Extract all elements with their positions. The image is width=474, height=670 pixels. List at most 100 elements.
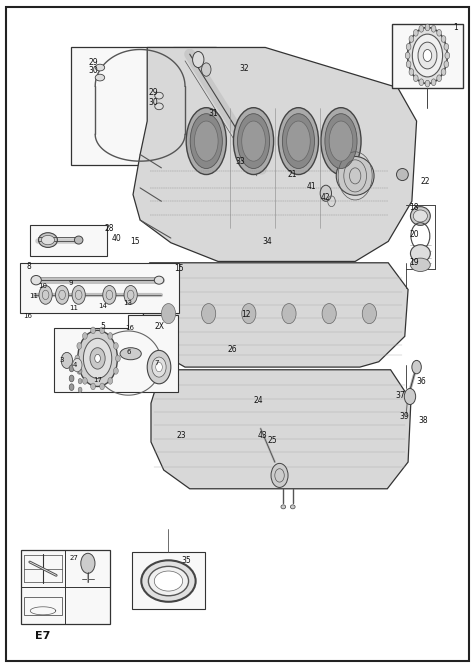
- Circle shape: [412, 360, 421, 374]
- Circle shape: [201, 304, 216, 324]
- Text: 27: 27: [70, 555, 78, 561]
- Circle shape: [78, 369, 82, 374]
- Circle shape: [405, 52, 410, 59]
- Circle shape: [152, 357, 166, 377]
- Circle shape: [103, 285, 116, 304]
- Ellipse shape: [413, 210, 428, 222]
- Circle shape: [72, 285, 85, 304]
- Ellipse shape: [155, 276, 164, 284]
- Circle shape: [100, 327, 104, 334]
- Circle shape: [114, 342, 118, 349]
- Text: 9: 9: [68, 280, 73, 286]
- Circle shape: [201, 63, 211, 76]
- Ellipse shape: [194, 121, 218, 161]
- Polygon shape: [30, 224, 107, 256]
- Circle shape: [91, 383, 95, 390]
- Text: 32: 32: [239, 64, 249, 74]
- Text: 1: 1: [453, 23, 458, 32]
- Circle shape: [425, 24, 430, 31]
- Ellipse shape: [120, 348, 141, 360]
- Circle shape: [55, 285, 69, 304]
- Circle shape: [413, 29, 418, 36]
- Text: 43: 43: [258, 431, 268, 440]
- Circle shape: [282, 304, 296, 324]
- Text: 14: 14: [98, 304, 107, 310]
- Circle shape: [441, 36, 446, 42]
- Polygon shape: [54, 315, 178, 392]
- Text: 15: 15: [174, 263, 184, 273]
- Text: 20: 20: [410, 230, 419, 239]
- Circle shape: [108, 377, 113, 384]
- Circle shape: [441, 69, 446, 75]
- Text: 7: 7: [155, 360, 159, 366]
- Circle shape: [39, 285, 52, 304]
- Polygon shape: [71, 48, 216, 165]
- Polygon shape: [151, 370, 411, 489]
- Circle shape: [161, 304, 175, 324]
- Text: 41: 41: [306, 182, 316, 191]
- Circle shape: [108, 332, 113, 339]
- Text: 28: 28: [105, 224, 114, 232]
- Circle shape: [116, 355, 120, 362]
- Circle shape: [81, 553, 95, 574]
- Polygon shape: [19, 263, 179, 313]
- Circle shape: [444, 44, 449, 50]
- Text: 25: 25: [268, 436, 277, 445]
- Ellipse shape: [95, 74, 105, 81]
- Ellipse shape: [321, 108, 361, 174]
- Circle shape: [437, 29, 441, 36]
- Ellipse shape: [397, 169, 408, 180]
- Circle shape: [73, 358, 82, 372]
- Text: 21: 21: [288, 170, 297, 179]
- Circle shape: [419, 25, 424, 32]
- Ellipse shape: [41, 235, 55, 245]
- Ellipse shape: [148, 566, 189, 596]
- Circle shape: [409, 69, 414, 75]
- Circle shape: [114, 368, 118, 375]
- Text: 30: 30: [148, 98, 158, 107]
- Text: 19: 19: [410, 259, 419, 267]
- Circle shape: [69, 375, 74, 382]
- Text: 38: 38: [419, 416, 428, 425]
- Polygon shape: [20, 550, 110, 624]
- Circle shape: [77, 342, 82, 349]
- Text: 39: 39: [399, 412, 409, 421]
- Ellipse shape: [190, 114, 222, 169]
- Ellipse shape: [336, 157, 374, 195]
- Text: 10: 10: [38, 283, 47, 289]
- Circle shape: [78, 387, 82, 393]
- Text: 15: 15: [130, 237, 140, 246]
- Circle shape: [192, 52, 204, 68]
- Text: 11: 11: [29, 293, 38, 299]
- Ellipse shape: [287, 121, 310, 161]
- Ellipse shape: [242, 121, 265, 161]
- Circle shape: [425, 80, 430, 87]
- Ellipse shape: [325, 114, 357, 169]
- Text: 16: 16: [125, 326, 134, 331]
- Polygon shape: [144, 263, 408, 367]
- Ellipse shape: [410, 245, 430, 262]
- Text: 4: 4: [73, 362, 78, 368]
- Ellipse shape: [38, 232, 57, 247]
- Text: 11: 11: [70, 306, 79, 312]
- Circle shape: [404, 389, 416, 405]
- Text: 26: 26: [228, 345, 237, 354]
- Text: 5: 5: [100, 322, 105, 332]
- Text: 33: 33: [236, 157, 246, 165]
- Polygon shape: [133, 48, 417, 261]
- Circle shape: [445, 52, 450, 59]
- Ellipse shape: [155, 92, 163, 99]
- Ellipse shape: [234, 108, 273, 174]
- Circle shape: [75, 355, 80, 362]
- Text: 8: 8: [27, 261, 31, 271]
- Text: 12: 12: [242, 310, 251, 320]
- Polygon shape: [173, 48, 265, 174]
- Text: 40: 40: [111, 234, 121, 243]
- Polygon shape: [132, 552, 205, 609]
- Circle shape: [77, 368, 82, 375]
- Circle shape: [90, 348, 105, 369]
- Text: 2X: 2X: [154, 322, 164, 332]
- Circle shape: [147, 350, 171, 384]
- Text: 30: 30: [88, 66, 98, 76]
- Ellipse shape: [329, 121, 353, 161]
